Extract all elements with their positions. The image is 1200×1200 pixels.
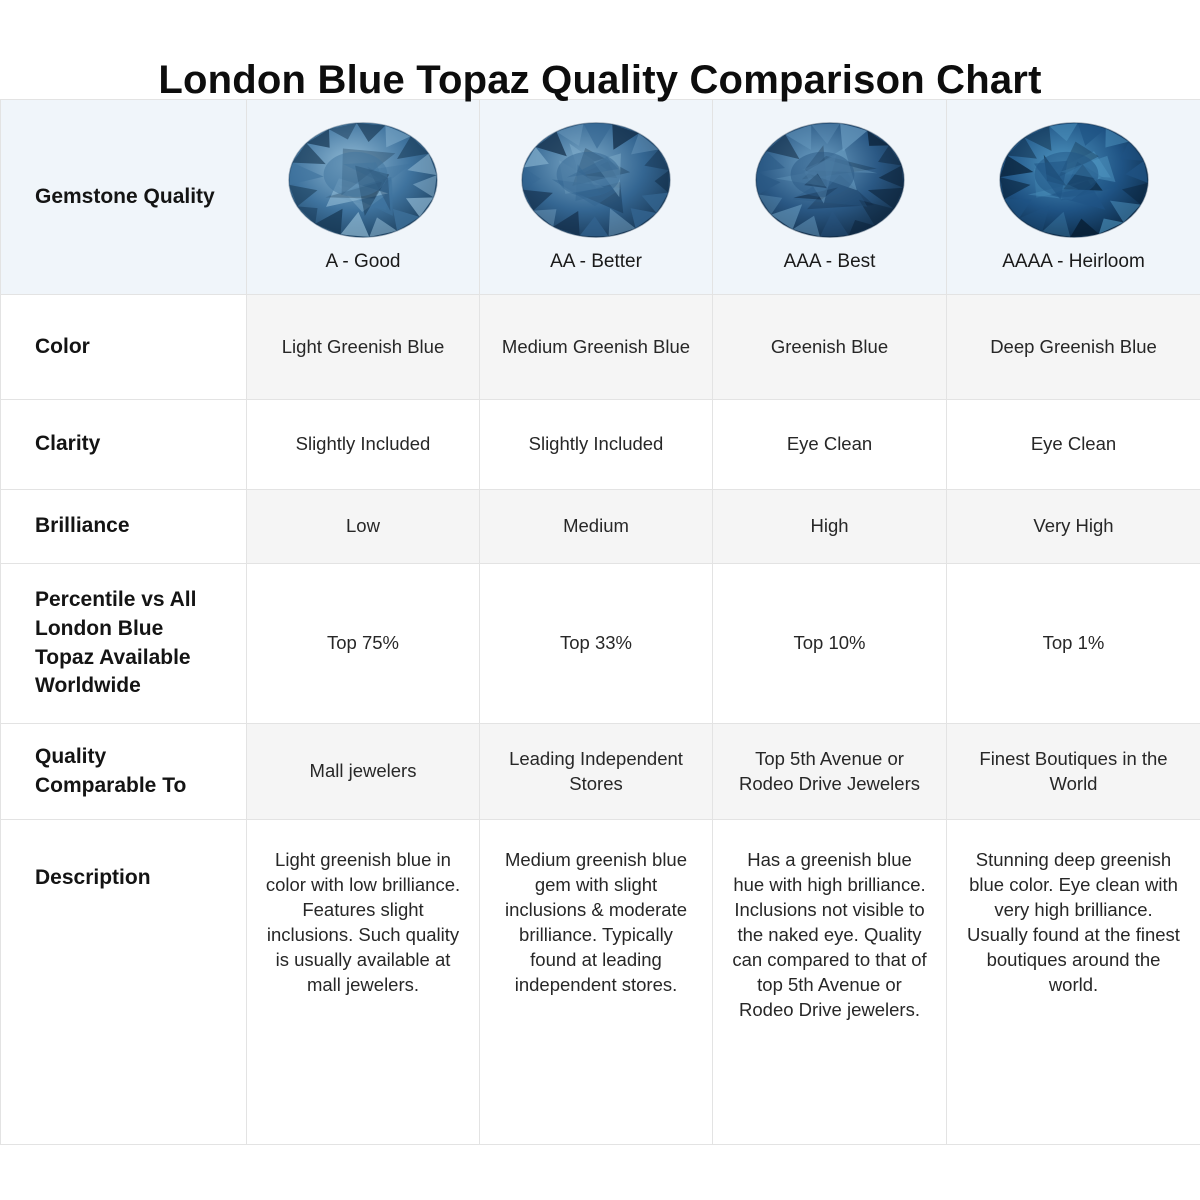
- row-label-quality-comparable-to: Quality Comparable To: [0, 723, 247, 820]
- row-label-gemstone-quality: Gemstone Quality: [0, 99, 247, 295]
- clarity-cell-aaa-best: Eye Clean: [712, 399, 947, 490]
- grade-label-aaa-best: AAA - Best: [783, 250, 876, 272]
- color-cell-aaa-best: Greenish Blue: [712, 294, 947, 400]
- percentile-cell-aaa-best: Top 10%: [712, 563, 947, 724]
- table-row-description: Description Light greenish blue in color…: [0, 819, 1200, 1145]
- color-cell-a-good: Light Greenish Blue: [246, 294, 480, 400]
- grade-label-aa-better: AA - Better: [550, 250, 642, 272]
- percentile-cell-aaaa-heirloom: Top 1%: [946, 563, 1200, 724]
- brilliance-cell-aaaa-heirloom: Very High: [946, 489, 1200, 564]
- gemstone-cell-aaaa-heirloom: AAAA - Heirloom: [946, 99, 1200, 295]
- clarity-cell-aaaa-heirloom: Eye Clean: [946, 399, 1200, 490]
- gemstone-cell-aa-better: AA - Better: [479, 99, 713, 295]
- comparable-cell-a-good: Mall jewelers: [246, 723, 480, 820]
- table-row-clarity: Clarity Slightly Included Slightly Inclu…: [0, 399, 1200, 490]
- table-row-quality-comparable-to: Quality Comparable To Mall jewelers Lead…: [0, 723, 1200, 820]
- grade-label-a-good: A - Good: [325, 250, 401, 272]
- gem-aaa-best-icon: [752, 120, 908, 240]
- comparison-table: Gemstone Quality A - Good AA - Better AA…: [0, 99, 1200, 1145]
- comparable-cell-aa-better: Leading Independent Stores: [479, 723, 713, 820]
- grade-label-aaaa-heirloom: AAAA - Heirloom: [1002, 250, 1145, 272]
- description-cell-aa-better: Medium greenish blue gem with slight inc…: [479, 819, 713, 1145]
- brilliance-cell-aaa-best: High: [712, 489, 947, 564]
- brilliance-cell-a-good: Low: [246, 489, 480, 564]
- row-label-description: Description: [0, 819, 247, 1145]
- description-cell-aaaa-heirloom: Stunning deep greenish blue color. Eye c…: [946, 819, 1200, 1145]
- table-row-brilliance: Brilliance Low Medium High Very High: [0, 489, 1200, 564]
- table-row-color: Color Light Greenish Blue Medium Greenis…: [0, 294, 1200, 400]
- percentile-cell-a-good: Top 75%: [246, 563, 480, 724]
- description-cell-a-good: Light greenish blue in color with low br…: [246, 819, 480, 1145]
- description-cell-aaa-best: Has a greenish blue hue with high brilli…: [712, 819, 947, 1145]
- clarity-cell-aa-better: Slightly Included: [479, 399, 713, 490]
- table-row-gemstone-quality: Gemstone Quality A - Good AA - Better AA…: [0, 99, 1200, 295]
- row-label-percentile: Percentile vs All London Blue Topaz Avai…: [0, 563, 247, 724]
- row-label-color: Color: [0, 294, 247, 400]
- comparable-cell-aaaa-heirloom: Finest Boutiques in the World: [946, 723, 1200, 820]
- page-title: London Blue Topaz Quality Comparison Cha…: [158, 58, 1042, 102]
- row-label-clarity: Clarity: [0, 399, 247, 490]
- gemstone-cell-aaa-best: AAA - Best: [712, 99, 947, 295]
- table-row-percentile: Percentile vs All London Blue Topaz Avai…: [0, 563, 1200, 724]
- gem-aa-better-icon: [518, 120, 674, 240]
- gem-a-good-icon: [285, 120, 441, 240]
- clarity-cell-a-good: Slightly Included: [246, 399, 480, 490]
- gemstone-cell-a-good: A - Good: [246, 99, 480, 295]
- gem-aaaa-heirloom-icon: [996, 120, 1152, 240]
- color-cell-aaaa-heirloom: Deep Greenish Blue: [946, 294, 1200, 400]
- row-label-brilliance: Brilliance: [0, 489, 247, 564]
- percentile-cell-aa-better: Top 33%: [479, 563, 713, 724]
- brilliance-cell-aa-better: Medium: [479, 489, 713, 564]
- comparable-cell-aaa-best: Top 5th Avenue or Rodeo Drive Jewelers: [712, 723, 947, 820]
- color-cell-aa-better: Medium Greenish Blue: [479, 294, 713, 400]
